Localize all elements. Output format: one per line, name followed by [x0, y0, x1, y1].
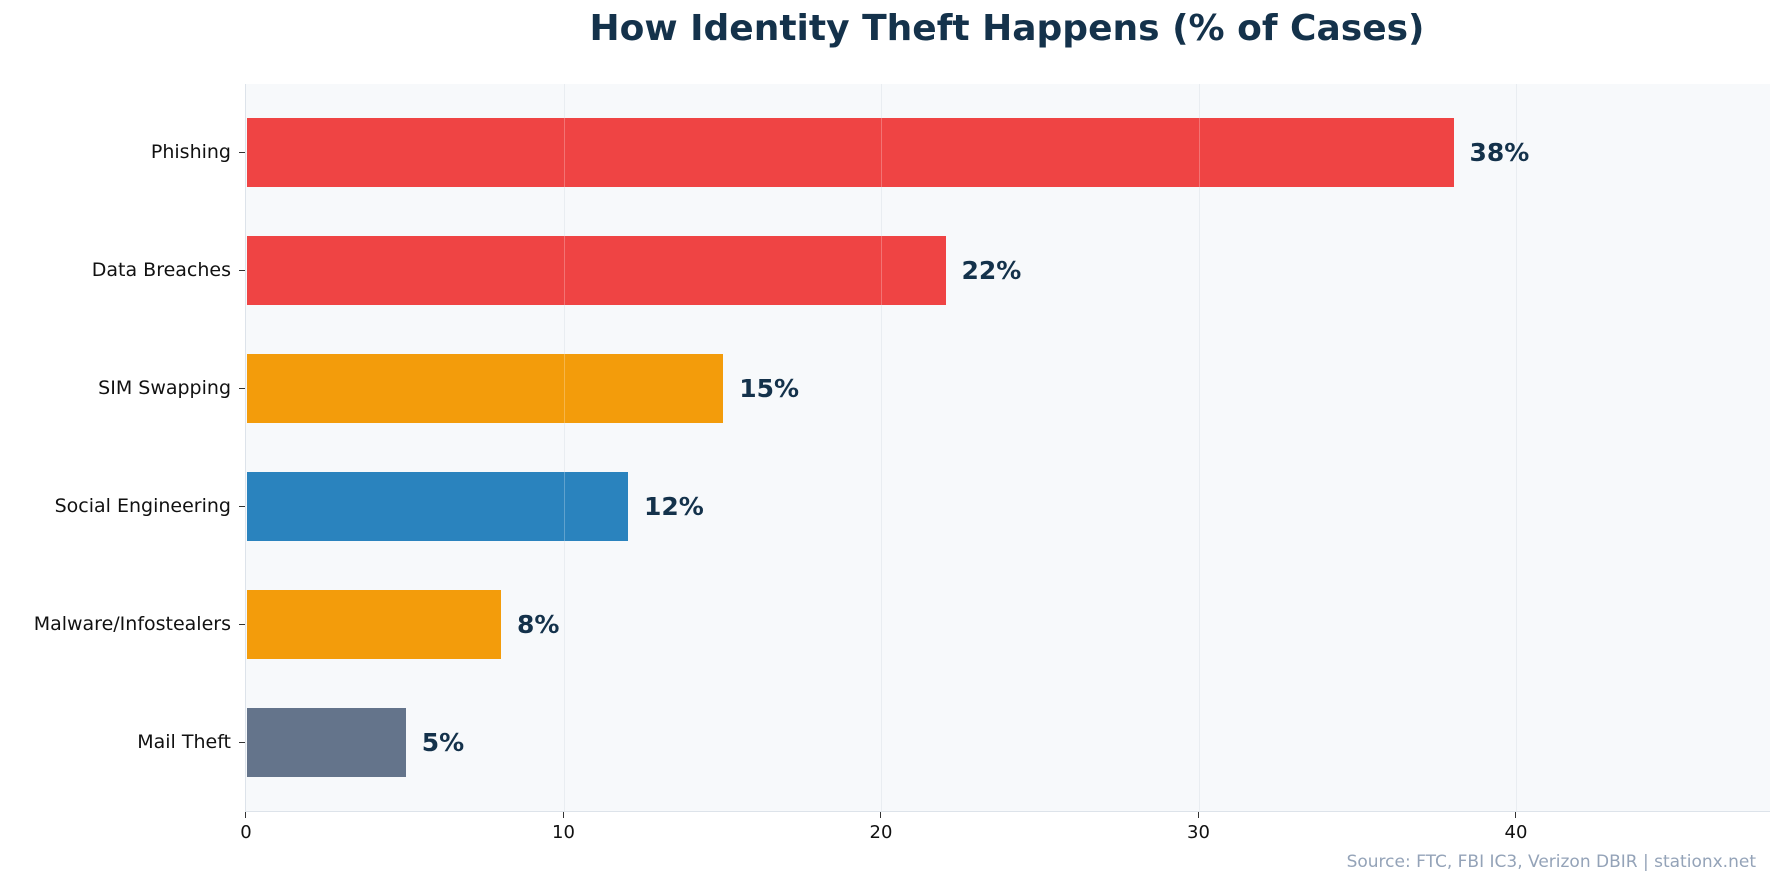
x-tick	[1197, 812, 1199, 818]
bar-mail-theft	[247, 708, 406, 777]
value-label: 22%	[961, 256, 1022, 285]
value-label: 38%	[1469, 138, 1530, 167]
x-tick	[562, 812, 564, 818]
value-label: 5%	[421, 728, 465, 757]
value-label: 8%	[517, 610, 560, 639]
gridline-overlay	[563, 472, 565, 541]
gridline-overlay	[563, 118, 565, 187]
x-tick	[245, 812, 246, 818]
x-tick-label: 10	[552, 822, 575, 843]
bar-sim-swapping	[247, 354, 724, 423]
gridline	[1516, 84, 1517, 811]
x-axis-line	[245, 811, 1770, 812]
gridline-overlay	[1198, 118, 1200, 187]
y-category-label: Data Breaches	[91, 259, 231, 281]
gridline	[563, 84, 565, 811]
y-category-label: SIM Swapping	[98, 377, 231, 399]
y-tick	[239, 152, 245, 153]
y-tick	[239, 624, 245, 625]
y-category-label: Phishing	[150, 141, 231, 163]
x-tick-label: 0	[240, 822, 252, 843]
bar-phishing	[247, 118, 1454, 187]
y-tick	[239, 742, 245, 743]
plot-area	[246, 84, 1770, 811]
gridline-overlay	[563, 236, 565, 305]
y-tick	[239, 270, 245, 271]
gridline-overlay	[881, 118, 882, 187]
x-tick	[1515, 812, 1516, 818]
value-label: 15%	[739, 374, 800, 403]
y-tick	[239, 388, 245, 389]
y-category-label: Social Engineering	[54, 495, 231, 517]
y-axis-line	[245, 84, 246, 811]
gridline-overlay	[881, 236, 882, 305]
value-label: 12%	[644, 492, 704, 521]
chart-title: How Identity Theft Happens (% of Cases)	[589, 8, 1425, 49]
x-tick	[880, 812, 881, 818]
gridline	[1198, 84, 1200, 811]
bar-social-engineering	[247, 472, 628, 541]
y-category-label: Malware/Infostealers	[33, 613, 231, 635]
y-tick	[239, 506, 245, 507]
x-tick-label: 30	[1187, 822, 1210, 843]
gridline	[881, 84, 882, 811]
x-tick-label: 20	[869, 822, 893, 843]
gridline-overlay	[563, 354, 565, 423]
x-tick-label: 40	[1504, 822, 1528, 843]
source-note: Source: FTC, FBI IC3, Verizon DBIR | sta…	[1346, 852, 1756, 872]
bar-malware-infostealers	[247, 590, 501, 659]
y-category-label: Mail Theft	[137, 731, 231, 753]
bar-data-breaches	[247, 236, 946, 305]
